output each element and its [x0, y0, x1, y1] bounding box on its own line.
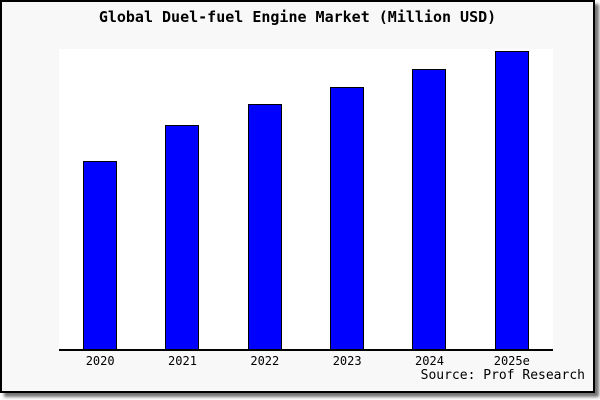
- bar-2021: [165, 125, 200, 349]
- bar-slot: [224, 49, 306, 349]
- x-tick-label-2020: 2020: [85, 354, 115, 368]
- bar-slot: [471, 49, 553, 349]
- plot-area: [59, 49, 553, 351]
- source-note: Source: Prof Research: [420, 368, 585, 383]
- x-tick-label-2021: 2021: [168, 354, 197, 368]
- x-tick-label-2022: 2022: [250, 354, 280, 368]
- bar-slot: [388, 49, 470, 349]
- bar-slot: [59, 49, 141, 349]
- chart-title: Global Duel-fuel Engine Market (Million …: [98, 8, 497, 26]
- x-tick-label-2025e: 2025e: [493, 354, 530, 368]
- bar-slot: [306, 49, 388, 349]
- x-tick-label-2023: 2023: [332, 354, 362, 368]
- bars-container: [59, 49, 553, 349]
- x-axis-labels: 2020 2021 2022 2023 2024 2025e: [59, 354, 553, 368]
- bar-2020: [83, 160, 118, 349]
- bar-2024: [412, 68, 447, 349]
- bar-2025e: [494, 50, 529, 349]
- bar-slot: [141, 49, 223, 349]
- bar-2022: [247, 104, 282, 349]
- bar-2023: [330, 86, 365, 349]
- x-tick-label-2024: 2024: [415, 354, 444, 368]
- chart-frame: Global Duel-fuel Engine Market (Million …: [0, 0, 595, 393]
